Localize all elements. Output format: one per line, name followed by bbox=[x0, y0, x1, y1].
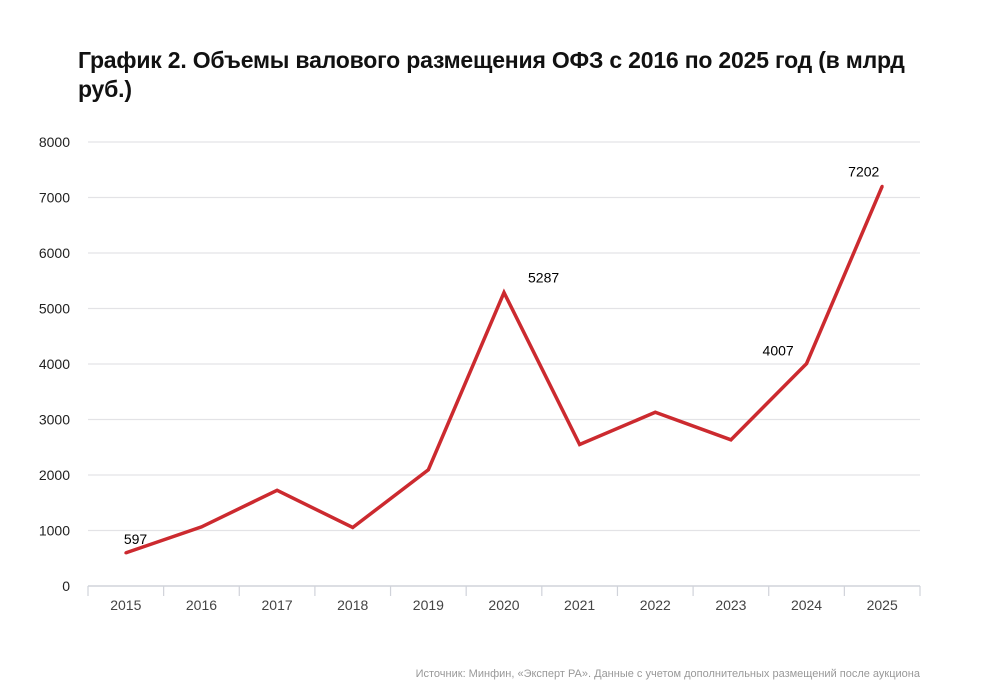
chart-title: График 2. Объемы валового размещения ОФЗ… bbox=[78, 47, 905, 102]
data-label: 5287 bbox=[528, 270, 559, 286]
data-point bbox=[124, 551, 128, 555]
y-tick-label: 4000 bbox=[39, 356, 70, 372]
data-point bbox=[351, 526, 355, 530]
y-tick-label: 6000 bbox=[39, 245, 70, 261]
x-tick-label: 2019 bbox=[413, 597, 444, 613]
x-tick-label: 2024 bbox=[791, 597, 822, 613]
y-tick-label: 8000 bbox=[39, 134, 70, 150]
x-tick-label: 2021 bbox=[564, 597, 595, 613]
data-point bbox=[426, 468, 430, 472]
data-label: 4007 bbox=[763, 343, 794, 359]
data-point bbox=[653, 410, 657, 414]
x-tick-label: 2022 bbox=[640, 597, 671, 613]
y-tick-label: 7000 bbox=[39, 190, 70, 206]
data-point bbox=[805, 362, 809, 366]
x-tick-label: 2016 bbox=[186, 597, 217, 613]
y-tick-label: 0 bbox=[62, 578, 70, 594]
data-point bbox=[729, 438, 733, 442]
data-point bbox=[578, 442, 582, 446]
x-tick-label: 2020 bbox=[488, 597, 519, 613]
x-tick-label: 2015 bbox=[110, 597, 141, 613]
y-tick-label: 2000 bbox=[39, 467, 70, 483]
x-tick-label: 2018 bbox=[337, 597, 368, 613]
data-point bbox=[502, 291, 506, 295]
source-note: Источник: Минфин, «Эксперт РА». Данные с… bbox=[415, 668, 920, 680]
y-tick-label: 3000 bbox=[39, 412, 70, 428]
y-tick-label: 5000 bbox=[39, 301, 70, 317]
series-line bbox=[125, 185, 884, 555]
data-point bbox=[275, 488, 279, 492]
data-point bbox=[199, 525, 203, 529]
x-tick-label: 2025 bbox=[867, 597, 898, 613]
y-tick-label: 1000 bbox=[39, 523, 70, 539]
data-label: 7202 bbox=[848, 163, 879, 179]
x-tick-label: 2017 bbox=[262, 597, 293, 613]
data-point bbox=[880, 184, 884, 188]
x-tick-label: 2023 bbox=[715, 597, 746, 613]
data-label: 597 bbox=[124, 531, 148, 547]
